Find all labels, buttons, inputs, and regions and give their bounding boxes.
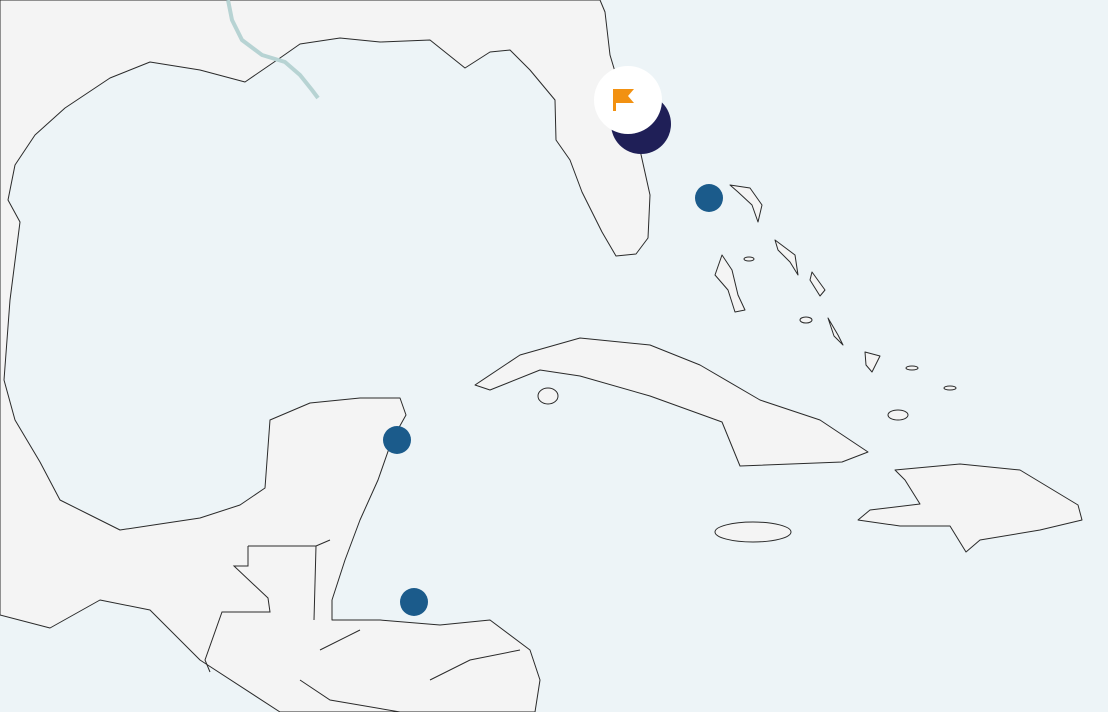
island xyxy=(714,254,746,313)
island xyxy=(799,316,813,324)
island xyxy=(743,256,755,262)
location-marker[interactable] xyxy=(383,426,411,454)
island xyxy=(943,385,957,391)
island xyxy=(729,184,763,223)
jamaica xyxy=(714,521,792,543)
flag-cloth xyxy=(616,89,634,103)
mainland xyxy=(0,0,651,712)
island xyxy=(887,409,909,421)
country-border xyxy=(204,539,521,712)
isle-of-youth xyxy=(537,387,559,405)
flag-pole xyxy=(613,89,616,111)
island xyxy=(905,365,919,371)
flag-icon xyxy=(613,89,634,111)
island xyxy=(827,317,844,346)
hispaniola xyxy=(857,463,1083,553)
location-marker[interactable] xyxy=(695,184,723,212)
island xyxy=(774,239,799,276)
river xyxy=(226,0,320,100)
island xyxy=(809,271,826,297)
island xyxy=(864,351,881,373)
cuba xyxy=(474,337,869,467)
bahamas xyxy=(714,184,957,421)
location-marker[interactable] xyxy=(400,588,428,616)
